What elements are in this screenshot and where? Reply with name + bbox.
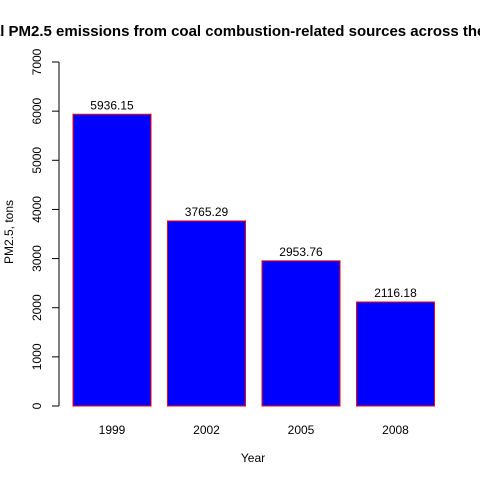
y-axis: 0 1000 2000 3000 4000 5000 6000 7000 (30, 48, 60, 409)
y-tick-label: 0 (30, 402, 44, 409)
bar-value-label: 3765.29 (185, 205, 229, 219)
bars: 5936.15 3765.29 2953.76 2116.18 (72, 98, 435, 407)
x-tick-label: 2008 (382, 423, 409, 437)
y-tick-label: 3000 (30, 245, 44, 272)
y-axis-label: PM2.5, tons (2, 200, 16, 264)
y-tick-label: 6000 (30, 97, 44, 124)
x-tick-label: 2002 (193, 423, 220, 437)
y-tick-label: 1000 (30, 343, 44, 370)
bar (167, 220, 246, 407)
bar (72, 113, 152, 407)
x-tick-label: 1999 (99, 423, 126, 437)
x-axis: 1999 2002 2005 2008 (99, 423, 410, 437)
x-tick-label: 2005 (288, 423, 315, 437)
y-tick-label: 7000 (30, 48, 44, 75)
bar (261, 260, 341, 407)
bar (356, 301, 435, 407)
bar-value-label: 2116.18 (374, 286, 417, 300)
y-tick-label: 5000 (30, 147, 44, 174)
chart-title: Total PM2.5 emissions from coal combusti… (0, 23, 480, 40)
y-tick-label: 2000 (30, 294, 44, 321)
bar-value-label: 5936.15 (90, 98, 134, 112)
y-tick-label: 4000 (30, 196, 44, 223)
bar-value-label: 2953.76 (279, 245, 323, 259)
x-axis-label: Year (241, 451, 265, 465)
